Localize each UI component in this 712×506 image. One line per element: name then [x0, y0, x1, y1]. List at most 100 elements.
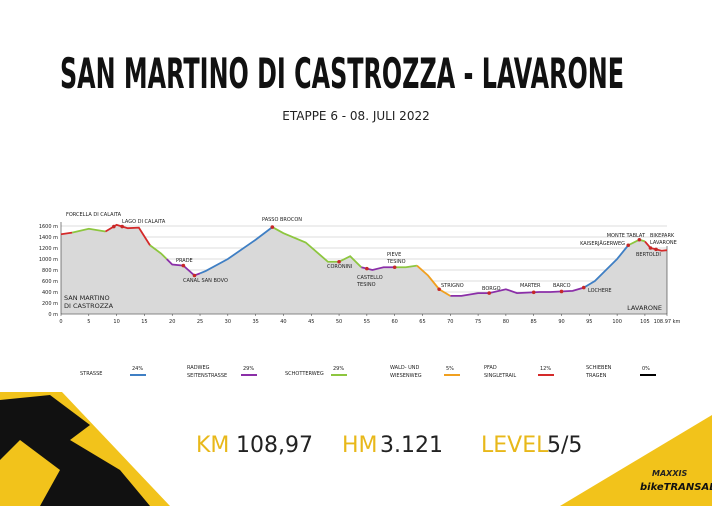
- waypoint: [637, 237, 642, 242]
- legend-label: SCHIEBEN: [586, 365, 612, 371]
- x-tick-label: 65: [419, 319, 425, 325]
- waypoint: [531, 290, 536, 295]
- x-tick-label: 15: [141, 319, 147, 325]
- x-tick-label: 90: [558, 319, 564, 325]
- x-tick-label: 30: [225, 319, 231, 325]
- x-tick-label: 100: [612, 319, 622, 325]
- waypoint-label: LAGO DI CALAITA: [122, 219, 166, 225]
- x-tick-label: 108.97 km: [654, 319, 681, 325]
- chart: 0 m 200 m 400 m 600 m 800 m 1000 m 1200 m 1400 …: [39, 212, 681, 379]
- x-tick-label: 55: [364, 319, 370, 325]
- waypoint-label: MARTER: [520, 283, 541, 289]
- legend-label: RADWEG: [187, 365, 210, 371]
- x-tick-label: 75: [475, 319, 481, 325]
- legend-label: WIESENWEG: [390, 373, 422, 379]
- logo-name: bikeTRANSALP: [640, 482, 712, 493]
- x-tick-label: 10: [113, 319, 119, 325]
- y-tick-label: 400 m: [42, 290, 58, 296]
- legend-label: SINGLETRAIL: [484, 373, 516, 379]
- subtitle: ETAPPE 6 - 08. JULI 2022: [282, 109, 429, 123]
- legend-share: 12%: [540, 366, 551, 372]
- start-label: DI CASTROZZA: [64, 302, 114, 310]
- waypoint: [626, 243, 631, 248]
- waypoint: [392, 265, 397, 270]
- end-label: LAVARONE: [627, 304, 662, 312]
- legend-share: 0%: [642, 366, 650, 372]
- waypoint-label: TESINO: [386, 259, 406, 265]
- x-tick-label: 25: [197, 319, 203, 325]
- surface-segment: [71, 227, 106, 234]
- surface-segment: [416, 264, 451, 297]
- x-tick-label: 50: [336, 319, 342, 325]
- waypoint-label: PIEVE: [387, 252, 401, 258]
- waypoint-label: LAVARONE: [650, 240, 677, 246]
- deco-yellow3: [560, 415, 712, 506]
- waypoint-label: TESINO: [356, 282, 376, 288]
- waypoint: [120, 224, 124, 229]
- x-tick-label: 85: [531, 319, 537, 325]
- waypoint-label: MONTE TABLAT: [607, 233, 646, 239]
- waypoint: [181, 263, 186, 268]
- surface-segment: [271, 226, 362, 268]
- waypoint-label: PASSO BROCON: [262, 217, 302, 223]
- x-tick-label: 80: [503, 319, 509, 325]
- waypoint-label: BERTOLDI: [636, 252, 661, 258]
- stat-label: KM: [196, 433, 229, 458]
- surface-segment: [394, 264, 418, 269]
- stat-label: HM: [342, 433, 378, 458]
- surface-segment: [149, 244, 168, 260]
- y-tick-label: 800 m: [42, 268, 58, 274]
- x-tick-label: 95: [586, 319, 592, 325]
- x-tick-label: 105: [640, 319, 650, 325]
- deco-yellow2: [0, 440, 60, 506]
- stat-value: 3.121: [380, 433, 443, 458]
- y-tick-label: 600 m: [42, 279, 58, 285]
- stat-value: 108,97: [236, 433, 313, 458]
- start-label: SAN MARTINO: [64, 294, 110, 302]
- waypoint: [365, 266, 369, 271]
- waypoint: [192, 273, 197, 278]
- legend-share: 5%: [446, 366, 454, 372]
- x-tick-label: 5: [87, 319, 90, 325]
- y-tick-label: 1600 m: [39, 224, 58, 230]
- waypoint: [559, 289, 564, 294]
- legend-label: WALD- UND: [390, 365, 420, 371]
- waypoint-label: CANAL SAN BOVO: [183, 278, 228, 284]
- title: SAN MARTINO DI CASTROZZA - LAVARONE: [60, 49, 624, 98]
- waypoint: [581, 285, 586, 290]
- legend-share: 24%: [132, 366, 143, 372]
- waypoint-label: CORONINI: [327, 264, 352, 270]
- y-tick-label: 1000 m: [39, 257, 58, 263]
- x-tick-label: 70: [447, 319, 453, 325]
- y-tick-label: 200 m: [42, 301, 58, 307]
- legend-label: STRASSE: [80, 371, 102, 377]
- waypoint: [337, 259, 341, 264]
- waypoint: [648, 246, 653, 250]
- waypoint: [270, 225, 275, 229]
- x-tick-label: 20: [169, 319, 175, 325]
- waypoint-label: PRADE: [176, 258, 193, 264]
- legend-share: 29%: [243, 366, 254, 372]
- legend-label: PFAD: [484, 365, 497, 371]
- waypoint-label: CASTELLO: [357, 275, 383, 281]
- surface-segment: [199, 226, 273, 275]
- x-tick-label: 40: [280, 319, 286, 325]
- legend-label: TRAGEN: [585, 373, 607, 379]
- x-tick-label: 0: [59, 319, 62, 325]
- waypoint-label: STRIGNO: [441, 283, 464, 289]
- waypoint-label: BORGO: [482, 286, 501, 292]
- elevation-area: [61, 224, 667, 314]
- y-tick-label: 0 m: [48, 312, 58, 318]
- stat-value: 5/5: [547, 433, 582, 458]
- waypoint-label: KAISERJÄGERWEG: [580, 240, 625, 247]
- waypoint: [654, 247, 658, 252]
- waypoint: [112, 224, 116, 229]
- waypoint-label: BARCO: [553, 283, 571, 289]
- x-tick-label: 35: [252, 319, 258, 325]
- waypoint-label: LOCHERE: [588, 288, 612, 294]
- x-tick-label: 45: [308, 319, 314, 325]
- stat-label: LEVEL: [481, 433, 549, 458]
- waypoint-label: FORCELLA DI CALAITA: [66, 212, 122, 218]
- legend-share: 29%: [333, 366, 344, 372]
